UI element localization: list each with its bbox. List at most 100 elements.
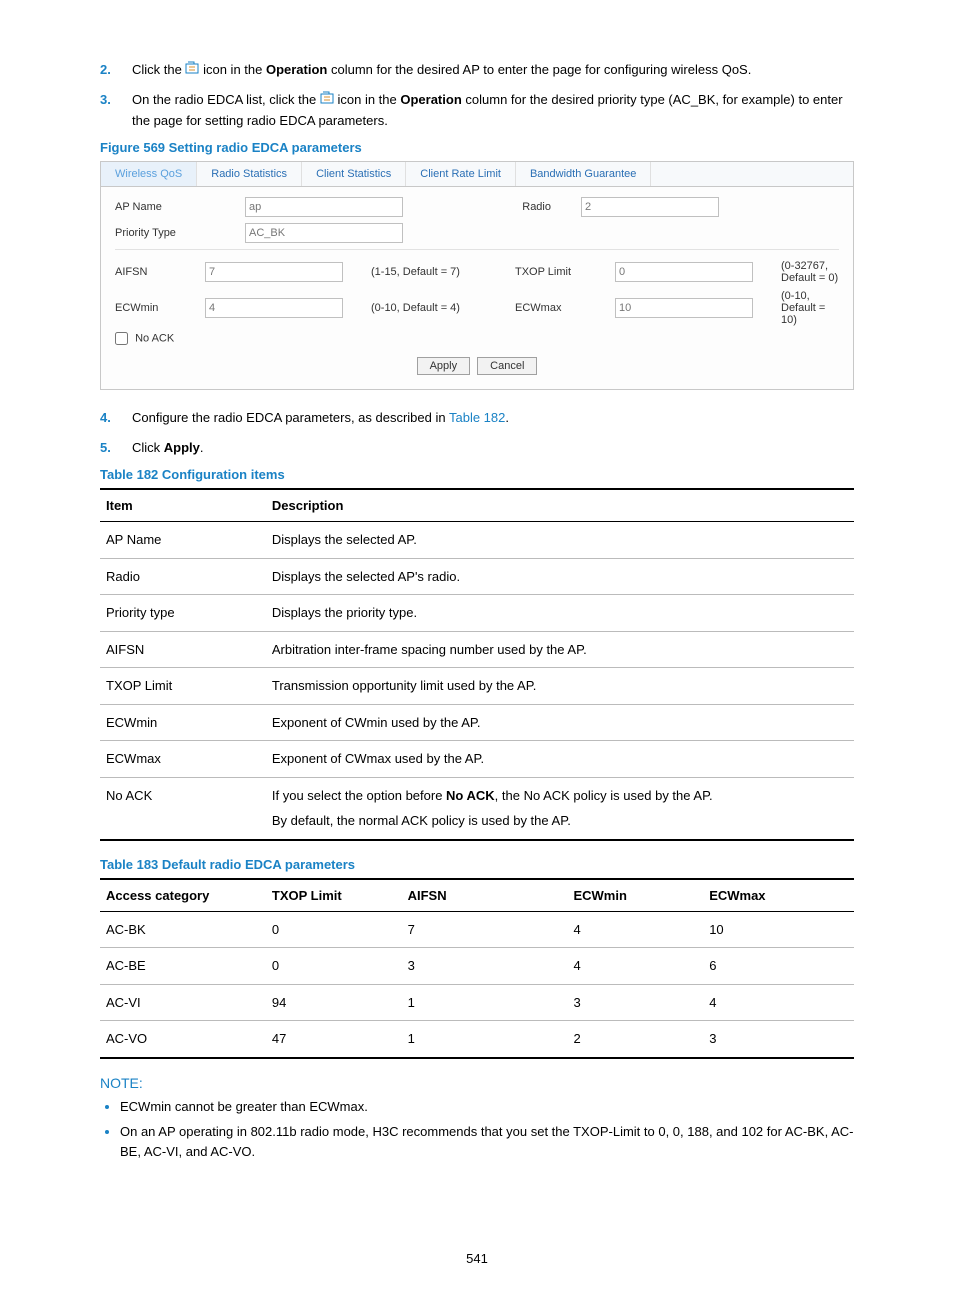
- table-cell: 3: [567, 984, 703, 1021]
- cancel-button[interactable]: Cancel: [477, 357, 537, 375]
- table-header: Description: [266, 489, 854, 522]
- tab-radio-statistics[interactable]: Radio Statistics: [197, 162, 302, 186]
- table-182-link[interactable]: Table 182: [449, 410, 505, 425]
- step-number: 2.: [100, 60, 132, 80]
- table-header: ECWmin: [567, 879, 703, 912]
- text-fragment: Configure the radio EDCA parameters, as …: [132, 410, 449, 425]
- tab-bandwidth-guarantee[interactable]: Bandwidth Guarantee: [516, 162, 651, 186]
- ecwmin-label: ECWmin: [115, 302, 205, 314]
- note-item: ECWmin cannot be greater than ECWmax.: [120, 1097, 854, 1117]
- step-4: 4. Configure the radio EDCA parameters, …: [100, 408, 854, 428]
- priority-type-input[interactable]: [245, 223, 403, 243]
- table-row: AC-BK07410: [100, 911, 854, 948]
- table-cell: AC-VO: [100, 1021, 266, 1058]
- table-cell: AP Name: [100, 522, 266, 559]
- step-number: 3.: [100, 90, 132, 130]
- note-title: NOTE:: [100, 1075, 854, 1091]
- ap-name-label: AP Name: [115, 201, 245, 213]
- aifsn-label: AIFSN: [115, 266, 205, 278]
- table-header: Item: [100, 489, 266, 522]
- operation-column-label: Operation: [266, 62, 327, 77]
- tab-wireless-qos[interactable]: Wireless QoS: [101, 162, 197, 186]
- txop-input[interactable]: [615, 262, 753, 282]
- radio-label: Radio: [491, 201, 551, 213]
- table-cell: Priority type: [100, 595, 266, 632]
- tab-client-rate-limit[interactable]: Client Rate Limit: [406, 162, 516, 186]
- step-list-lower: 4. Configure the radio EDCA parameters, …: [100, 408, 854, 457]
- txop-hint: (0-32767, Default = 0): [781, 260, 839, 284]
- aifsn-input[interactable]: [205, 262, 343, 282]
- text-fragment: .: [505, 410, 509, 425]
- table-row: TXOP LimitTransmission opportunity limit…: [100, 668, 854, 705]
- table-cell: AC-BK: [100, 911, 266, 948]
- table-cell: Arbitration inter-frame spacing number u…: [266, 631, 854, 668]
- table-row: AC-VO47123: [100, 1021, 854, 1058]
- text-fragment: icon in the: [203, 62, 266, 77]
- table-row: Priority typeDisplays the priority type.: [100, 595, 854, 632]
- document-page: 2. Click the icon in the Operation colum…: [0, 0, 954, 1296]
- table-cell: 6: [703, 948, 854, 985]
- table-row: AC-VI94134: [100, 984, 854, 1021]
- table-cell: Exponent of CWmax used by the AP.: [266, 741, 854, 778]
- operation-edit-icon: [185, 61, 199, 81]
- table-cell: AIFSN: [100, 631, 266, 668]
- note-list: ECWmin cannot be greater than ECWmax. On…: [100, 1097, 854, 1162]
- table-cell: If you select the option before No ACK, …: [266, 777, 854, 840]
- table-cell: 4: [567, 911, 703, 948]
- operation-column-label: Operation: [400, 92, 461, 107]
- table-cell: No ACK: [100, 777, 266, 840]
- step-5: 5. Click Apply.: [100, 438, 854, 458]
- step-text: Click the icon in the Operation column f…: [132, 60, 854, 80]
- table-row: No ACKIf you select the option before No…: [100, 777, 854, 840]
- table-cell: ECWmin: [100, 704, 266, 741]
- noack-checkbox[interactable]: [115, 332, 128, 345]
- step-number: 5.: [100, 438, 132, 458]
- table-cell: 1: [402, 1021, 568, 1058]
- tab-client-statistics[interactable]: Client Statistics: [302, 162, 406, 186]
- table-cell: Transmission opportunity limit used by t…: [266, 668, 854, 705]
- apply-label: Apply: [164, 440, 200, 455]
- table-183: Access category TXOP Limit AIFSN ECWmin …: [100, 878, 854, 1059]
- text-fragment: Click the: [132, 62, 185, 77]
- ap-name-input[interactable]: [245, 197, 403, 217]
- step-list-upper: 2. Click the icon in the Operation colum…: [100, 60, 854, 130]
- table-cell: 47: [266, 1021, 402, 1058]
- text-fragment: Click: [132, 440, 164, 455]
- ecwmin-hint: (0-10, Default = 4): [371, 302, 515, 314]
- apply-button[interactable]: Apply: [417, 357, 471, 375]
- table-header: Access category: [100, 879, 266, 912]
- ecwmax-input[interactable]: [615, 298, 753, 318]
- figure-tabs: Wireless QoS Radio Statistics Client Sta…: [101, 162, 853, 187]
- operation-edit-icon: [320, 91, 334, 111]
- table-cell: 1: [402, 984, 568, 1021]
- ecwmin-input[interactable]: [205, 298, 343, 318]
- table-header: ECWmax: [703, 879, 854, 912]
- table-182-title: Table 182 Configuration items: [100, 467, 854, 482]
- table-cell: Displays the selected AP.: [266, 522, 854, 559]
- noack-option[interactable]: No ACK: [115, 332, 174, 345]
- text-fragment: icon in the: [337, 92, 400, 107]
- figure-569-title: Figure 569 Setting radio EDCA parameters: [100, 140, 854, 155]
- table-cell: Displays the priority type.: [266, 595, 854, 632]
- table-cell: TXOP Limit: [100, 668, 266, 705]
- table-row: RadioDisplays the selected AP's radio.: [100, 558, 854, 595]
- aifsn-hint: (1-15, Default = 7): [371, 266, 515, 278]
- table-cell: 4: [567, 948, 703, 985]
- page-number: 541: [0, 1251, 954, 1266]
- ecwmax-hint: (0-10, Default = 10): [781, 290, 839, 326]
- table-cell: 0: [266, 911, 402, 948]
- table-182: Item Description AP NameDisplays the sel…: [100, 488, 854, 841]
- table-cell: 7: [402, 911, 568, 948]
- text-fragment: column for the desired AP to enter the p…: [331, 62, 751, 77]
- noack-label: No ACK: [135, 333, 174, 345]
- step-text: Click Apply.: [132, 438, 854, 458]
- table-cell: 3: [402, 948, 568, 985]
- figure-569-screenshot: Wireless QoS Radio Statistics Client Sta…: [100, 161, 854, 390]
- table-cell: 10: [703, 911, 854, 948]
- table-cell: AC-BE: [100, 948, 266, 985]
- priority-type-label: Priority Type: [115, 227, 245, 239]
- step-2: 2. Click the icon in the Operation colum…: [100, 60, 854, 80]
- radio-input[interactable]: [581, 197, 719, 217]
- step-number: 4.: [100, 408, 132, 428]
- table-cell: ECWmax: [100, 741, 266, 778]
